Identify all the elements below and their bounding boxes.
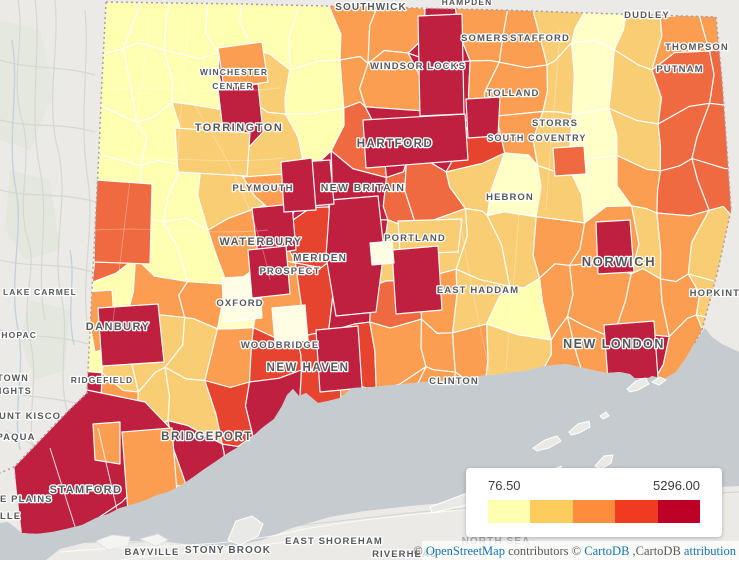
svg-text:WATERBURY: WATERBURY [219,236,302,248]
svg-text:UNT KISCO: UNT KISCO [0,411,61,422]
svg-text:EAST HADDAM: EAST HADDAM [437,285,519,296]
svg-text:HEIGHTS: HEIGHTS [0,386,32,396]
svg-text:STONY BROOK: STONY BROOK [185,545,271,556]
svg-text:EAST SHOREHAM: EAST SHOREHAM [285,536,383,547]
svg-text:LAKE CARMEL: LAKE CARMEL [3,287,77,297]
svg-text:RIVERHEAD: RIVERHEAD [372,549,438,560]
svg-text:NEW HAVEN: NEW HAVEN [267,362,350,374]
svg-text:NORWICH: NORWICH [582,254,657,269]
svg-text:PUTNAM: PUTNAM [656,64,703,75]
svg-text:PAQUA: PAQUA [0,432,36,443]
svg-text:THOMPSON: THOMPSON [665,42,729,53]
svg-text:HAMPDEN: HAMPDEN [442,0,493,7]
svg-text:CENTER: CENTER [212,81,254,91]
svg-text:PROSPECT: PROSPECT [259,266,320,277]
svg-text:PORTLAND: PORTLAND [384,233,446,244]
svg-text:PLYMOUTH: PLYMOUTH [232,183,293,194]
svg-text:LLE: LLE [0,511,21,522]
svg-text:MAHOPAC: MAHOPAC [0,330,37,340]
svg-text:NEW BRITAIN: NEW BRITAIN [321,182,406,194]
svg-text:E PLAINS: E PLAINS [0,494,53,505]
svg-text:STAMFORD: STAMFORD [50,484,123,496]
svg-text:STORRS: STORRS [532,118,578,129]
svg-text:TOWN: TOWN [0,373,29,383]
svg-text:DUDLEY: DUDLEY [624,10,670,21]
svg-text:NEW LONDON: NEW LONDON [563,337,665,351]
svg-text:HEBRON: HEBRON [486,192,534,203]
svg-text:TOLLAND: TOLLAND [487,88,540,99]
svg-text:BAYVILLE: BAYVILLE [125,547,180,558]
svg-text:HOPKINTON: HOPKINTON [690,288,739,299]
svg-text:SOUTHWICK: SOUTHWICK [335,2,407,13]
svg-text:CLINTON: CLINTON [429,376,479,387]
svg-text:MERIDEN: MERIDEN [293,253,347,264]
svg-text:WINDSOR LOCKS: WINDSOR LOCKS [370,61,466,72]
svg-text:BRIDGEPORT: BRIDGEPORT [161,431,253,443]
svg-text:WINCHESTER: WINCHESTER [200,67,268,77]
svg-text:STAFFORD: STAFFORD [510,33,570,44]
svg-text:WOODBRIDGE: WOODBRIDGE [241,340,320,351]
svg-text:SOMERS: SOMERS [461,33,509,44]
svg-text:DANBURY: DANBURY [86,321,150,333]
svg-text:TORRINGTON: TORRINGTON [195,122,284,134]
svg-text:RIDGEFIELD: RIDGEFIELD [71,375,133,385]
svg-text:OXFORD: OXFORD [216,298,263,309]
svg-text:HARTFORD: HARTFORD [357,138,434,150]
svg-text:SOUTH COVENTRY: SOUTH COVENTRY [487,133,586,143]
